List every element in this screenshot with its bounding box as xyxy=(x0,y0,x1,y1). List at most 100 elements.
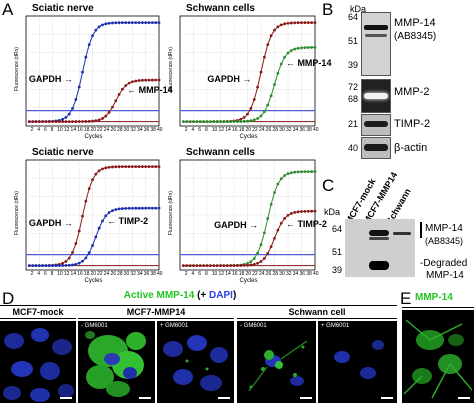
mw-marker: 72 xyxy=(347,82,358,92)
data-point xyxy=(64,260,68,263)
label-degraded-mmp14: MMP-14 xyxy=(426,270,464,281)
blot-band xyxy=(369,261,389,270)
group-label: Schwann cell xyxy=(288,307,346,317)
x-axis-label: Cycles xyxy=(84,134,103,140)
x-tick-label: 8 xyxy=(50,127,54,133)
x-tick-label: 18 xyxy=(238,127,245,133)
blot-sublabel-ab8345: (AB8345) xyxy=(394,31,437,42)
label-degraded: -Degraded xyxy=(420,258,468,269)
data-point xyxy=(57,264,61,267)
x-tick-label: 34 xyxy=(292,271,299,277)
data-point xyxy=(266,252,270,255)
x-tick-label: 10 xyxy=(211,127,218,133)
x-tick-label: 24 xyxy=(259,127,265,133)
x-tick-label: 8 xyxy=(205,127,208,133)
x-tick-label: 32 xyxy=(130,127,136,133)
x-tick-label: 20 xyxy=(90,127,97,133)
data-point xyxy=(276,25,280,29)
data-point xyxy=(41,120,45,123)
data-point xyxy=(101,23,104,27)
condition-tag: + GM6001 xyxy=(160,323,189,329)
data-point xyxy=(306,21,310,25)
data-point xyxy=(57,120,61,123)
panel-e-title: MMP-14 xyxy=(415,292,453,303)
data-point xyxy=(154,165,158,169)
mw-marker: 51 xyxy=(347,36,358,46)
blot-band xyxy=(364,25,388,30)
data-point xyxy=(61,261,64,265)
data-point xyxy=(87,119,91,123)
data-point xyxy=(181,120,185,123)
plot-svg xyxy=(179,15,317,127)
micrograph-schwann-minus-gm6001: - GM6001 xyxy=(237,321,316,403)
x-tick-label: 12 xyxy=(63,271,70,277)
data-point xyxy=(71,251,74,254)
data-point xyxy=(303,46,307,50)
x-tick-label: 16 xyxy=(77,127,83,133)
data-point xyxy=(41,264,45,267)
data-point xyxy=(273,236,276,240)
data-point xyxy=(111,105,114,109)
plot-title: Sciatic nerve xyxy=(32,147,94,158)
qpcr-plot: Sciatic nerve 2 4 6 8 10 12 14 16 18 20 22 24 26 28 30 3… xyxy=(14,146,163,288)
data-point xyxy=(124,21,128,25)
data-point xyxy=(198,120,202,123)
data-point xyxy=(67,120,71,123)
micrograph-mcf7-mmp14-minus-gm6001: - GM6001 xyxy=(78,321,155,403)
data-point xyxy=(229,264,233,267)
data-point xyxy=(252,118,256,122)
divider xyxy=(237,318,397,319)
data-point xyxy=(293,21,297,25)
data-point xyxy=(262,55,266,59)
x-tick-label: 40 xyxy=(157,127,163,133)
data-point xyxy=(121,87,124,91)
data-point xyxy=(117,165,121,169)
title-dapi: DAPI xyxy=(209,290,233,301)
mw-marker: 39 xyxy=(331,265,342,275)
data-point xyxy=(239,264,243,267)
micrograph-image xyxy=(334,340,384,379)
data-point xyxy=(134,79,138,83)
data-point xyxy=(150,206,154,210)
data-point xyxy=(157,78,161,82)
data-point xyxy=(246,112,249,116)
condition-tag: + GM6001 xyxy=(321,323,350,329)
x-tick-label: 38 xyxy=(150,271,156,277)
data-point xyxy=(61,120,64,123)
x-tick-label: 8 xyxy=(50,271,54,277)
x-tick-label: 18 xyxy=(83,271,90,277)
data-point xyxy=(74,98,78,101)
data-point xyxy=(205,264,209,267)
data-point xyxy=(252,257,256,260)
data-point xyxy=(111,21,114,25)
data-point xyxy=(215,120,219,123)
data-point xyxy=(273,83,276,86)
data-point xyxy=(239,120,243,123)
data-point xyxy=(252,98,256,101)
x-tick-label: 20 xyxy=(245,271,252,277)
panel-letter-c: C xyxy=(322,176,335,195)
series-annotation: ← TIMP-2 xyxy=(107,216,149,227)
data-point xyxy=(256,117,260,120)
blot-sublabel-ab8345: (AB8345) xyxy=(425,236,464,246)
x-axis-label: Cycles xyxy=(239,134,258,140)
mw-marker: 39 xyxy=(347,60,358,70)
data-point xyxy=(87,43,91,47)
x-tick-label: 6 xyxy=(43,271,47,277)
micrograph-schwann-plus-gm6001: + GM6001 xyxy=(318,321,397,403)
micrograph-image xyxy=(3,328,74,402)
plot-svg xyxy=(179,159,317,271)
plot-title: Schwann cells xyxy=(186,3,255,14)
data-point xyxy=(269,245,273,249)
series-annotation: ← TIMP-2 xyxy=(285,218,327,229)
x-tick-label: 30 xyxy=(123,127,130,133)
data-point xyxy=(192,264,195,267)
x-tick-label: 34 xyxy=(137,271,143,277)
data-point xyxy=(47,264,51,267)
data-point xyxy=(286,51,290,55)
data-point xyxy=(154,78,158,82)
blot-mmp14-lanes xyxy=(345,219,415,277)
title-paren-close: ) xyxy=(232,290,237,301)
data-point xyxy=(61,117,64,121)
data-point xyxy=(266,43,270,47)
